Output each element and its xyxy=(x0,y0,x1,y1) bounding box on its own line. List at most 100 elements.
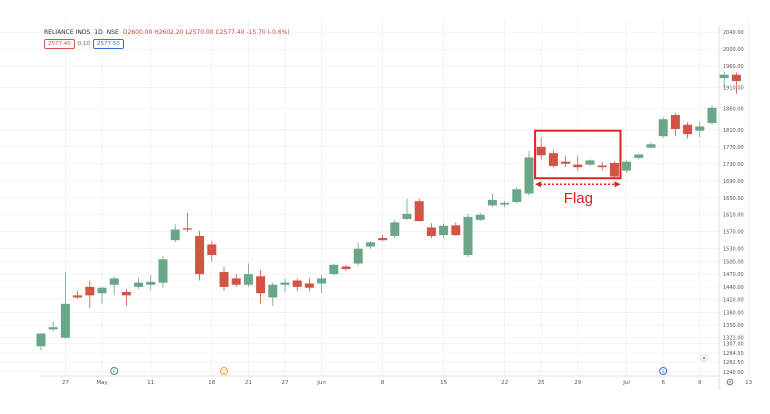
e-event-icon[interactable]: E xyxy=(110,367,119,376)
candle-up xyxy=(658,117,668,139)
candle-body xyxy=(304,283,314,288)
candle-body xyxy=(707,107,717,124)
exchange-label: NSE xyxy=(106,29,119,36)
candle-down xyxy=(597,162,607,171)
candle-down xyxy=(182,212,192,232)
candle-body xyxy=(73,295,83,298)
candle-body xyxy=(280,282,290,285)
y-tick-label: 2000.00 xyxy=(723,47,744,53)
candle-up xyxy=(329,263,339,275)
price-axis[interactable]: 2040.00 2000.00 1960.00 1910.00 1860.00 1810.… xyxy=(723,30,744,376)
candle-body xyxy=(256,276,266,294)
sell-price-badge[interactable]: 2577.40 xyxy=(44,39,75,49)
candle-up xyxy=(353,242,363,266)
candle-up xyxy=(158,256,168,288)
buy-price-badge[interactable]: 2577.50 xyxy=(93,39,124,49)
candle-up xyxy=(36,333,46,351)
x-tick-label: 8 xyxy=(381,380,385,386)
candle-up xyxy=(439,223,449,239)
d-event-icon[interactable]: D xyxy=(220,367,228,376)
y-tick-label: 1860.00 xyxy=(723,107,744,113)
symbol-name[interactable]: RELIANCE INDS xyxy=(44,29,91,36)
candle-up xyxy=(475,212,485,222)
time-axis[interactable]: 27 May 11 18 21 27 Jun 8 15 22 25 29 Jul 6 9 13 xyxy=(62,380,753,386)
y-tick-label: 1240.00 xyxy=(723,370,744,376)
event-glyph: D xyxy=(222,369,226,375)
candle-up xyxy=(719,71,729,88)
y-tick-label: 1910.00 xyxy=(723,85,744,91)
y-tick-label: 1650.00 xyxy=(723,196,744,202)
y-tick-label: 1284.50 xyxy=(723,351,744,357)
candle-up xyxy=(97,286,107,304)
candle-body xyxy=(561,161,571,164)
candle-up xyxy=(243,263,253,287)
x-tick-label: Jun xyxy=(316,380,326,386)
candle-up xyxy=(487,193,497,208)
candle-body xyxy=(646,144,656,148)
ohlc-values: O2600.00 H2602.20 L2570.00 C2577.40 -15.… xyxy=(122,29,290,36)
spread-value: 0.10 xyxy=(77,41,90,47)
candle-body xyxy=(487,199,497,206)
candle-body xyxy=(121,291,131,296)
y-tick-label: 1730.00 xyxy=(723,162,744,168)
candle-body xyxy=(670,115,680,130)
y-tick-label: 2040.00 xyxy=(723,30,744,36)
candle-up xyxy=(463,213,473,258)
candle-body xyxy=(341,266,351,270)
candle-body xyxy=(60,303,70,338)
x-tick-label: 25 xyxy=(538,380,545,386)
candle-body xyxy=(695,126,705,131)
y-tick-label: 1810.00 xyxy=(723,128,744,134)
x-tick-label: 27 xyxy=(282,380,289,386)
candle-down xyxy=(536,137,546,160)
candle-down xyxy=(451,222,461,236)
x-tick-label: 29 xyxy=(574,380,581,386)
candle-body xyxy=(390,222,400,236)
y-tick-label: 1770.00 xyxy=(723,145,744,151)
candle-down xyxy=(573,155,583,171)
candle-down xyxy=(548,150,558,168)
candle-body xyxy=(426,227,436,236)
candle-up xyxy=(695,121,705,138)
candle-body xyxy=(548,153,558,166)
candle-down xyxy=(256,269,266,304)
candle-body xyxy=(85,286,95,296)
y-tick-label: 1470.00 xyxy=(723,272,744,278)
x-tick-label: 18 xyxy=(208,380,215,386)
candle-body xyxy=(439,225,449,236)
x-tick-label: 27 xyxy=(62,380,69,386)
candle-up xyxy=(585,159,595,167)
candle-body xyxy=(719,74,729,79)
candle-up xyxy=(134,278,144,289)
candle-down xyxy=(670,112,680,137)
candle-down xyxy=(195,230,205,281)
scale-icon[interactable] xyxy=(700,354,708,362)
candle-body xyxy=(365,242,375,247)
candle-body xyxy=(146,281,156,285)
y-tick-label: 1500.00 xyxy=(723,259,744,265)
candle-down xyxy=(731,72,741,94)
y-tick-label: 1570.00 xyxy=(723,230,744,236)
x-tick-label: 13 xyxy=(745,380,752,386)
candle-body xyxy=(536,146,546,156)
candle-body xyxy=(268,284,278,298)
chart-grid xyxy=(0,20,749,390)
candle-up xyxy=(60,272,70,339)
candle-body xyxy=(158,259,168,283)
flag-arrow-right-icon xyxy=(614,181,621,188)
flag-annotation: Flag xyxy=(534,129,622,207)
candle-up xyxy=(280,278,290,292)
candle-down xyxy=(341,264,351,271)
gear-icon[interactable] xyxy=(726,378,734,386)
candle-body xyxy=(109,278,119,285)
candle-up xyxy=(170,224,180,243)
s-event-icon[interactable]: S xyxy=(659,367,668,376)
candle-down xyxy=(378,235,388,242)
y-tick-label: 1690.00 xyxy=(723,179,744,185)
y-tick-label: 1350.00 xyxy=(723,323,744,329)
x-tick-label: 15 xyxy=(440,380,447,386)
candle-up xyxy=(622,160,632,173)
interval-label[interactable]: 1D xyxy=(94,29,103,36)
candle-up xyxy=(365,241,375,249)
